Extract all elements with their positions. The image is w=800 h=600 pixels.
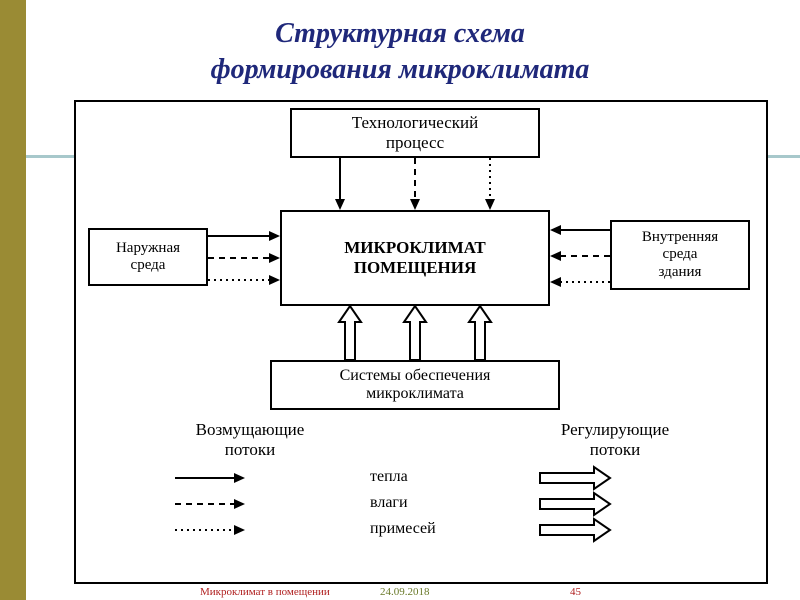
node-indoor-env-label: Внутренняясредаздания xyxy=(642,229,718,281)
footer-date: 24.09.2018 xyxy=(380,586,430,598)
node-tech-process-label: Технологическийпроцесс xyxy=(352,113,479,152)
page-title-line2: формирования микроклимата xyxy=(0,54,800,86)
node-microclimate: МИКРОКЛИМАТПОМЕЩЕНИЯ xyxy=(280,210,550,306)
legend-row-heat: тепла xyxy=(370,468,490,486)
node-outdoor-env-label: Наружнаясреда xyxy=(116,240,180,275)
node-systems: Системы обеспечениямикроклимата xyxy=(270,360,560,410)
legend-header-regulating: Регулирующиепотоки xyxy=(520,420,710,460)
node-systems-label: Системы обеспечениямикроклимата xyxy=(340,367,491,404)
legend-header-disturbing: Возмущающиепотоки xyxy=(155,420,345,460)
page-title-line1: Структурная схема xyxy=(0,18,800,50)
legend-row-moisture: влаги xyxy=(370,494,490,512)
legend-row-impurity: примесей xyxy=(370,520,490,538)
node-microclimate-label: МИКРОКЛИМАТПОМЕЩЕНИЯ xyxy=(344,238,486,277)
node-tech-process: Технологическийпроцесс xyxy=(290,108,540,158)
node-outdoor-env: Наружнаясреда xyxy=(88,228,208,286)
left-accent-bar xyxy=(0,0,26,600)
footer-subject: Микроклимат в помещении xyxy=(200,586,330,598)
footer-page-number: 45 xyxy=(570,586,581,598)
node-indoor-env: Внутренняясредаздания xyxy=(610,220,750,290)
